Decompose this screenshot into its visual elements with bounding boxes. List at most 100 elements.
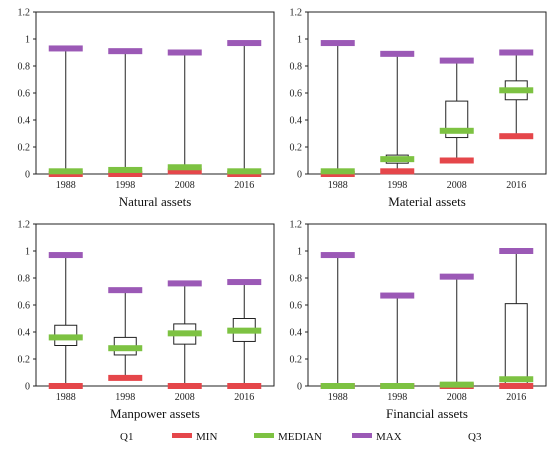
max-marker [108, 48, 143, 55]
legend-swatch [172, 433, 192, 438]
y-tick-label: 0.2 [18, 143, 31, 154]
median-marker [227, 327, 262, 334]
y-tick-label: 0.2 [18, 355, 31, 366]
max-marker [320, 252, 355, 259]
x-tick-label: 1998 [115, 392, 135, 403]
iqr-box [504, 303, 528, 386]
median-marker [439, 381, 474, 388]
y-tick-label: 0.8 [18, 62, 31, 73]
median-marker [48, 334, 83, 341]
median-marker [167, 330, 202, 337]
legend-label: Q3 [468, 431, 482, 443]
y-tick-label: 0.4 [290, 328, 303, 339]
panel-title: Natural assets [119, 194, 192, 209]
min-marker [167, 383, 202, 389]
legend-swatch [352, 433, 372, 438]
panel-3: 0 0.2 0.4 0.6 0.8 1 1.2 1988 1998 2008 2016 Financi… [290, 220, 547, 421]
x-tick-label: 1998 [115, 180, 135, 191]
median-marker [499, 376, 534, 383]
y-tick-label: 1.2 [18, 8, 31, 19]
legend-swatch [254, 433, 274, 438]
y-tick-label: 0 [297, 382, 302, 393]
x-tick-label: 2008 [447, 392, 467, 403]
max-marker [167, 280, 202, 287]
max-marker [439, 273, 474, 280]
plot-frame [35, 11, 275, 175]
max-marker [108, 287, 143, 294]
min-marker [499, 383, 534, 389]
legend: Q1 MIN MEDIAN MAX Q3 [120, 431, 482, 443]
x-tick-label: 2016 [234, 392, 254, 403]
max-marker [48, 45, 83, 52]
median-marker [320, 168, 355, 175]
x-tick-label: 1998 [387, 392, 407, 403]
y-tick-label: 0.6 [290, 301, 303, 312]
max-marker [439, 57, 474, 64]
legend-label: Q1 [120, 431, 133, 443]
max-marker [227, 40, 262, 47]
x-tick-label: 2016 [506, 180, 526, 191]
median-marker [108, 166, 143, 173]
median-marker [167, 164, 202, 171]
panel-0: 0 0.2 0.4 0.6 0.8 1 1.2 1988 1998 2008 2016 Natural… [18, 8, 275, 209]
max-marker [227, 279, 262, 286]
y-tick-label: 0.2 [290, 355, 303, 366]
median-marker [108, 345, 143, 352]
x-tick-label: 1988 [328, 392, 348, 403]
y-tick-label: 0.6 [18, 89, 31, 100]
x-tick-label: 1988 [328, 180, 348, 191]
max-marker [48, 252, 83, 259]
panel-title: Manpower assets [110, 406, 200, 421]
max-marker [380, 50, 415, 57]
median-marker [320, 383, 355, 389]
y-tick-label: 1 [297, 247, 302, 258]
min-marker [380, 168, 415, 175]
x-tick-label: 2008 [447, 180, 467, 191]
y-tick-label: 0.6 [18, 301, 31, 312]
max-marker [499, 49, 534, 56]
max-marker [499, 248, 534, 254]
y-tick-label: 0.2 [290, 143, 303, 154]
min-marker [48, 383, 83, 389]
x-tick-label: 2016 [234, 180, 254, 191]
median-marker [380, 156, 415, 163]
legend-label: MEDIAN [278, 431, 322, 443]
panel-title: Financial assets [386, 406, 468, 421]
legend-label: MIN [196, 431, 217, 443]
panel-2: 0 0.2 0.4 0.6 0.8 1 1.2 1988 1998 2008 2016 Manpowe… [18, 220, 275, 421]
x-tick-label: 1988 [56, 180, 76, 191]
min-marker [167, 168, 202, 175]
y-tick-label: 0.8 [290, 274, 303, 285]
y-tick-label: 1.2 [18, 220, 31, 231]
min-marker [108, 171, 143, 177]
y-tick-label: 1.2 [290, 220, 303, 231]
y-tick-label: 1 [25, 247, 30, 258]
median-marker [227, 168, 262, 175]
x-tick-label: 1998 [387, 180, 407, 191]
y-tick-label: 0.8 [290, 62, 303, 73]
y-tick-label: 0 [25, 170, 30, 181]
x-tick-label: 2008 [175, 392, 195, 403]
max-marker [380, 292, 415, 299]
median-marker [439, 127, 474, 134]
panel-title: Material assets [388, 194, 466, 209]
x-tick-label: 1988 [56, 392, 76, 403]
min-marker [439, 157, 474, 164]
y-tick-label: 0.4 [18, 328, 31, 339]
y-tick-label: 0.4 [18, 116, 31, 127]
y-tick-label: 0.6 [290, 89, 303, 100]
panel-1: 0 0.2 0.4 0.6 0.8 1 1.2 1988 1998 2008 2016 Materia… [290, 8, 547, 209]
y-tick-label: 1.2 [290, 8, 303, 19]
max-marker [167, 49, 202, 56]
min-marker [108, 374, 143, 381]
median-marker [499, 87, 534, 94]
y-tick-label: 1 [297, 35, 302, 46]
min-marker [227, 383, 262, 389]
legend-label: MAX [376, 431, 402, 443]
y-tick-label: 0.4 [290, 116, 303, 127]
y-tick-label: 0.8 [18, 274, 31, 285]
min-marker [499, 133, 534, 140]
y-tick-label: 0 [25, 382, 30, 393]
y-tick-label: 1 [25, 35, 30, 46]
